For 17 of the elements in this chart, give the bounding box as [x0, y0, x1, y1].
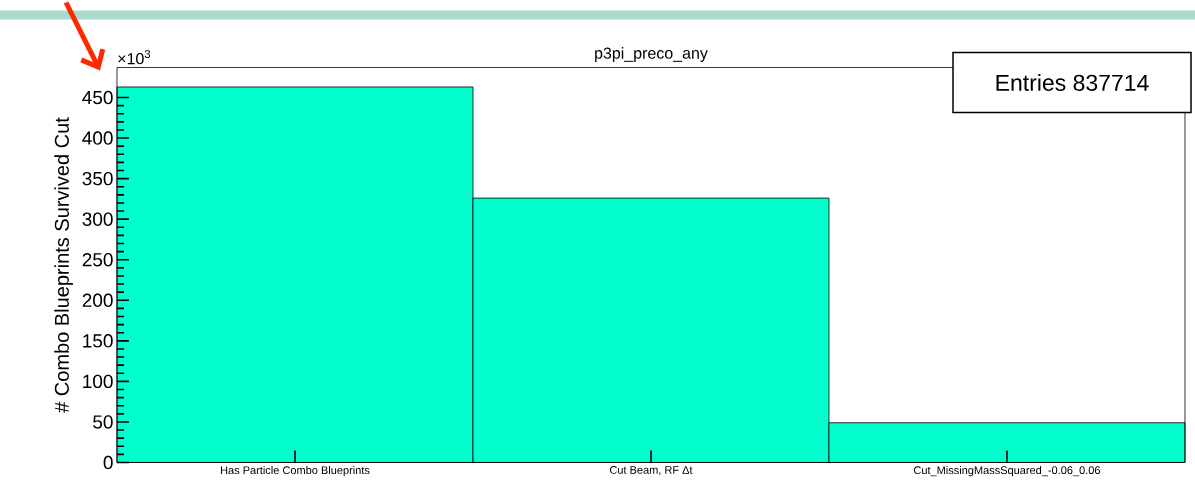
text: ×10$^{3}$	[118, 50, 151, 65]
y-tick-label: 450	[82, 91, 113, 105]
x-tick-label: Has Particle Combo Blueprints	[221, 466, 370, 477]
y-tick-label: 150	[83, 334, 113, 348]
y-tick-label: 250	[82, 253, 113, 267]
y-tick-label: 400	[82, 131, 113, 146]
y-tick-label: 350	[82, 172, 113, 186]
y-tick-label: 300	[82, 212, 113, 227]
x-tick-label: Cut_MissingMassSquared_-0.06_0.06	[913, 466, 1101, 477]
chart-title: p3pi_preco_any	[595, 47, 708, 63]
y-tick-label: 200	[82, 293, 113, 308]
annotation: Entries 837714	[996, 74, 1149, 92]
y-axis-title: # Combo Blueprints Survived Cut	[54, 117, 73, 413]
y-tick-label: 100	[83, 374, 113, 389]
y-tick-label: 50	[93, 415, 113, 429]
y-tick-label: 0	[103, 456, 113, 470]
x-tick-label: Cut Beam, RF Δt	[609, 466, 693, 476]
